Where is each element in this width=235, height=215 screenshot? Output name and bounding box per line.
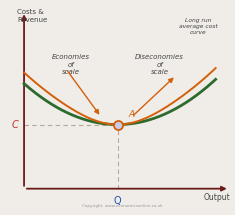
Text: Long run
average cost
curve: Long run average cost curve [179,18,218,35]
Text: Output: Output [204,193,231,202]
Text: Diseconomies
of
scale: Diseconomies of scale [135,54,184,75]
Text: C: C [12,120,18,130]
Text: A: A [128,110,134,119]
Text: Costs &
Revenue: Costs & Revenue [17,9,47,23]
Text: Copyright: www.economicsonline.co.uk: Copyright: www.economicsonline.co.uk [82,204,162,208]
Text: Economies
of
scale: Economies of scale [52,54,90,75]
Text: Q: Q [114,196,121,206]
